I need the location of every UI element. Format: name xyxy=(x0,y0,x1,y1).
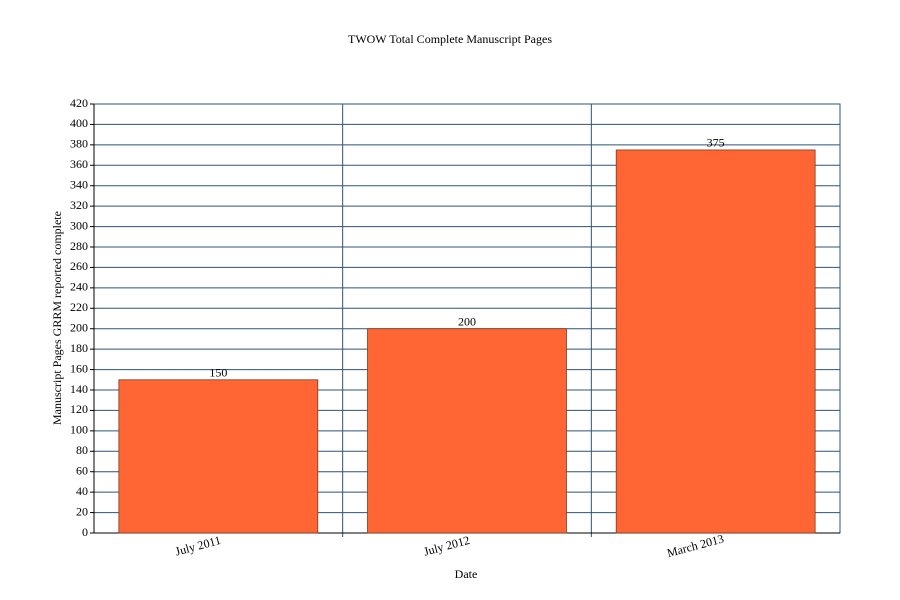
bar xyxy=(615,149,816,534)
y-tick-label: 20 xyxy=(76,504,88,518)
x-tick-label: July 2012 xyxy=(422,533,471,559)
data-label: 375 xyxy=(707,136,725,150)
chart-title: TWOW Total Complete Manuscript Pages xyxy=(348,32,552,46)
y-axis-label: Manuscript Pages GRRM reported complete xyxy=(50,211,64,425)
bar xyxy=(367,328,567,534)
x-tick-label: March 2013 xyxy=(665,531,725,560)
x-axis-label: Date xyxy=(455,567,478,581)
y-tick-label: 100 xyxy=(70,423,88,437)
y-tick-label: 420 xyxy=(70,96,88,110)
bar xyxy=(118,379,319,534)
y-tick-label: 240 xyxy=(70,280,88,294)
y-tick-label: 160 xyxy=(70,361,88,375)
y-tick-label: 60 xyxy=(76,463,88,477)
y-tick-label: 80 xyxy=(76,443,88,457)
y-tick-label: 320 xyxy=(70,198,88,212)
y-tick-label: 400 xyxy=(70,116,88,130)
y-tick-label: 220 xyxy=(70,300,88,314)
x-tick-label: July 2011 xyxy=(174,533,223,559)
y-tick-label: 140 xyxy=(70,382,88,396)
y-tick-label: 340 xyxy=(70,177,88,191)
y-tick-label: 40 xyxy=(76,484,88,498)
y-tick-label: 280 xyxy=(70,239,88,253)
data-label: 150 xyxy=(209,366,227,380)
y-tick-label: 180 xyxy=(70,341,88,355)
data-label: 200 xyxy=(458,314,476,328)
y-tick-label: 260 xyxy=(70,259,88,273)
y-tick-label: 360 xyxy=(70,157,88,171)
y-tick-label: 300 xyxy=(70,218,88,232)
y-tick-label: 380 xyxy=(70,137,88,151)
y-tick-label: 200 xyxy=(70,320,88,334)
y-tick-label: 120 xyxy=(70,402,88,416)
y-tick-label: 0 xyxy=(82,525,88,539)
